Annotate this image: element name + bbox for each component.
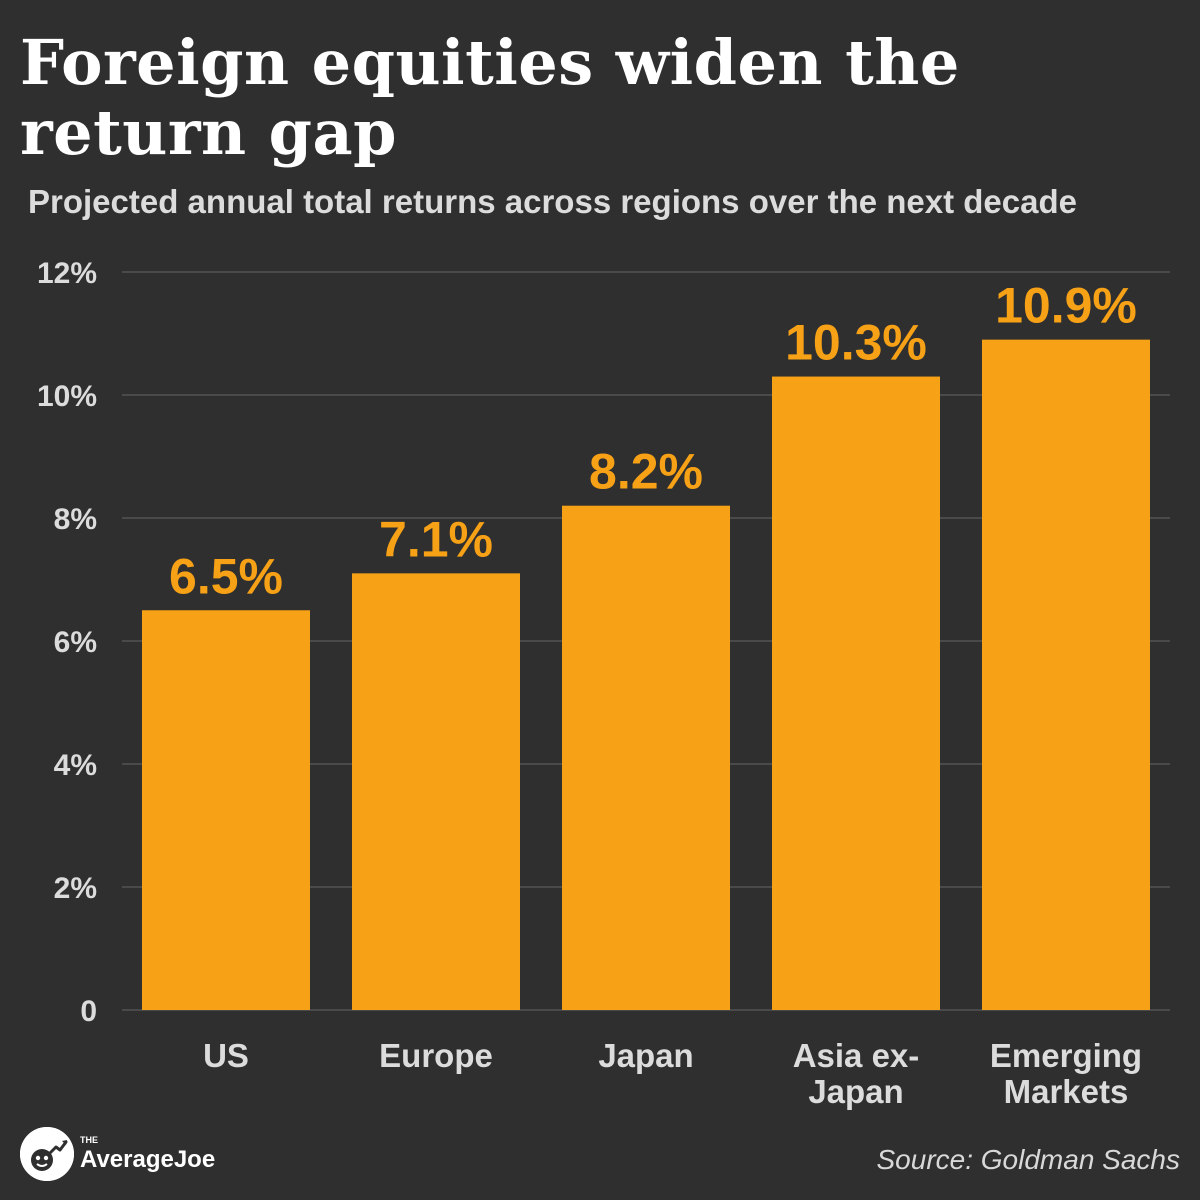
bar [142,610,310,1010]
chart-title: Foreign equities widen the return gap [20,26,960,169]
bar [352,573,520,1010]
x-category-label: Emerging [990,1037,1142,1074]
bar [772,376,940,1010]
y-tick-label: 4% [54,749,97,782]
y-tick-label: 12% [37,257,97,290]
y-axis-ticks: 0 2% 4% 6% 8% 10% 12% [37,257,97,1028]
y-tick-label: 8% [54,503,97,536]
logo-prefix: THE [80,1135,98,1145]
x-category-label: Asia ex- [793,1037,920,1074]
x-category-label: Japan [808,1073,903,1110]
bar-value-label: 8.2% [589,444,703,500]
logo-wordmark: AverageJoe [80,1146,216,1173]
chart-subtitle: Projected annual total returns across re… [28,183,1077,220]
data-labels: 6.5% 7.1% 8.2% 10.3% 10.9% [169,278,1137,605]
y-tick-label: 2% [54,872,97,905]
average-joe-logo-icon [20,1127,74,1181]
bar-value-label: 7.1% [379,511,493,567]
y-tick-label: 0 [80,995,97,1028]
brand-logo: THE AverageJoe [20,1126,215,1182]
bar-value-label: 6.5% [169,548,283,604]
bar [562,505,730,1010]
x-category-label: Japan [598,1037,693,1074]
bars [142,339,1150,1010]
bar-value-label: 10.3% [785,315,927,371]
x-axis-categories: US Europe Japan Asia ex-JapanEmergingMarket… [203,1037,1142,1110]
x-category-label: Markets [1004,1073,1129,1110]
x-category-label: US [203,1037,249,1074]
x-category-label: Europe [379,1037,493,1074]
bar-value-label: 10.9% [995,278,1137,334]
bar [982,339,1150,1010]
source-note: Source: Goldman Sachs [876,1144,1181,1175]
bar-chart: 0 2% 4% 6% 8% 10% 12% 6.5% 7.1% 8.2% 10.3% 10.9% U… [37,257,1170,1110]
y-tick-label: 10% [37,380,97,413]
y-tick-label: 6% [54,626,97,659]
